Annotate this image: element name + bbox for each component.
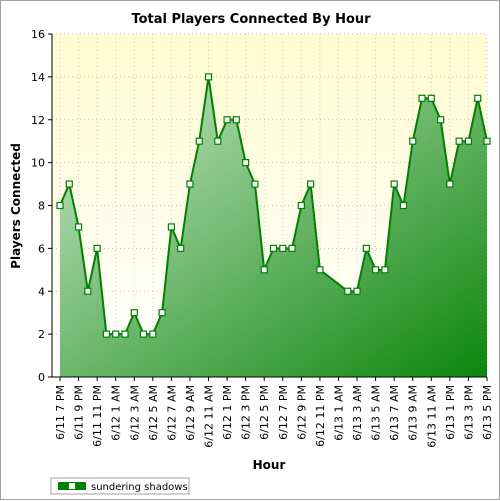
data-point xyxy=(316,266,324,274)
data-point xyxy=(158,309,166,317)
x-tick-label: 6/13 1 PM xyxy=(444,385,457,440)
data-point xyxy=(381,266,389,274)
data-point xyxy=(130,309,138,317)
data-point xyxy=(167,223,175,231)
data-point xyxy=(93,244,101,252)
data-point xyxy=(427,94,435,102)
data-point xyxy=(112,330,120,338)
y-tick-labels: 0 2 4 6 8 10 12 14 16 xyxy=(31,28,52,384)
legend-marker xyxy=(68,482,76,490)
data-point xyxy=(288,244,296,252)
x-tick-label: 6/12 5 AM xyxy=(147,385,160,441)
data-point xyxy=(372,266,380,274)
data-point xyxy=(483,137,491,145)
data-point xyxy=(446,180,454,188)
data-point xyxy=(409,137,417,145)
data-point xyxy=(204,73,213,81)
data-point xyxy=(149,330,157,338)
x-tick-label: 6/12 9 AM xyxy=(184,385,197,441)
data-point xyxy=(418,94,426,102)
data-point xyxy=(474,94,482,102)
legend-label: sundering shadows xyxy=(91,482,188,493)
data-point xyxy=(251,180,259,188)
x-tick-label: 6/12 7 PM xyxy=(277,385,290,440)
data-point xyxy=(269,244,278,252)
data-point xyxy=(139,330,148,338)
x-tick-label: 6/12 1 AM xyxy=(110,385,123,441)
data-point xyxy=(436,116,445,124)
data-point xyxy=(102,330,111,338)
x-tick-labels: 6/11 7 PM 6/11 9 PM 6/11 11 PM 6/12 1 AM 6/1… xyxy=(54,377,494,448)
x-tick-label: 6/12 1 PM xyxy=(221,385,234,440)
x-tick-label: 6/13 1 AM xyxy=(332,385,345,441)
x-tick-label: 6/12 3 PM xyxy=(240,385,253,440)
data-point xyxy=(186,180,194,188)
data-point xyxy=(353,287,361,295)
data-point xyxy=(260,266,268,274)
data-point xyxy=(56,201,64,210)
series-area xyxy=(60,76,487,377)
x-tick-label: 6/12 5 PM xyxy=(258,385,271,440)
x-tick-label: 6/13 9 AM xyxy=(407,385,420,441)
y-tick-label: 0 xyxy=(38,371,45,384)
data-point xyxy=(297,201,305,210)
x-tick-label: 6/13 3 PM xyxy=(462,385,475,440)
x-axis-label: Hour xyxy=(253,458,286,472)
data-point xyxy=(464,137,473,145)
x-tick-label: 6/12 3 AM xyxy=(128,385,141,441)
x-tick-label: 6/13 5 AM xyxy=(370,385,383,441)
data-point xyxy=(177,244,185,252)
y-axis-label: Players Connected xyxy=(9,143,23,269)
data-point xyxy=(344,287,352,295)
data-point xyxy=(362,244,370,252)
x-tick-label: 6/11 11 PM xyxy=(91,385,104,447)
data-point xyxy=(455,137,463,145)
data-point xyxy=(279,244,287,252)
y-tick-label: 16 xyxy=(31,28,45,41)
data-point xyxy=(399,201,408,210)
x-tick-label: 6/12 11 PM xyxy=(314,385,327,447)
legend: sundering shadows xyxy=(50,477,190,495)
data-point xyxy=(74,223,83,231)
x-tick-label: 6/13 11 AM xyxy=(425,385,438,448)
chart-title: Total Players Connected By Hour xyxy=(131,12,371,27)
data-point xyxy=(121,330,129,338)
data-point xyxy=(214,137,222,145)
data-point xyxy=(390,180,398,188)
x-tick-label: 6/12 7 AM xyxy=(165,385,178,441)
y-tick-label: 14 xyxy=(31,71,45,84)
data-point xyxy=(195,137,203,145)
data-point xyxy=(232,116,240,124)
y-tick-label: 4 xyxy=(38,285,45,298)
x-tick-label: 6/12 9 PM xyxy=(295,385,308,440)
data-point xyxy=(84,287,92,295)
x-tick-label: 6/13 7 AM xyxy=(388,385,401,441)
data-point xyxy=(242,159,250,167)
y-tick-label: 6 xyxy=(38,242,45,255)
x-tick-label: 6/13 3 AM xyxy=(351,385,364,441)
x-tick-label: 6/12 11 AM xyxy=(203,385,216,448)
x-tick-label: 6/11 7 PM xyxy=(54,385,67,440)
data-point xyxy=(307,180,315,188)
x-tick-label: 6/13 5 PM xyxy=(481,385,494,440)
y-tick-label: 2 xyxy=(38,328,45,341)
data-point xyxy=(65,180,73,188)
series-points xyxy=(56,73,491,338)
x-tick-label: 6/11 9 PM xyxy=(73,385,86,440)
y-tick-label: 12 xyxy=(31,114,45,127)
y-tick-label: 8 xyxy=(38,200,45,213)
y-tick-label: 10 xyxy=(31,157,45,170)
data-point xyxy=(223,116,231,124)
